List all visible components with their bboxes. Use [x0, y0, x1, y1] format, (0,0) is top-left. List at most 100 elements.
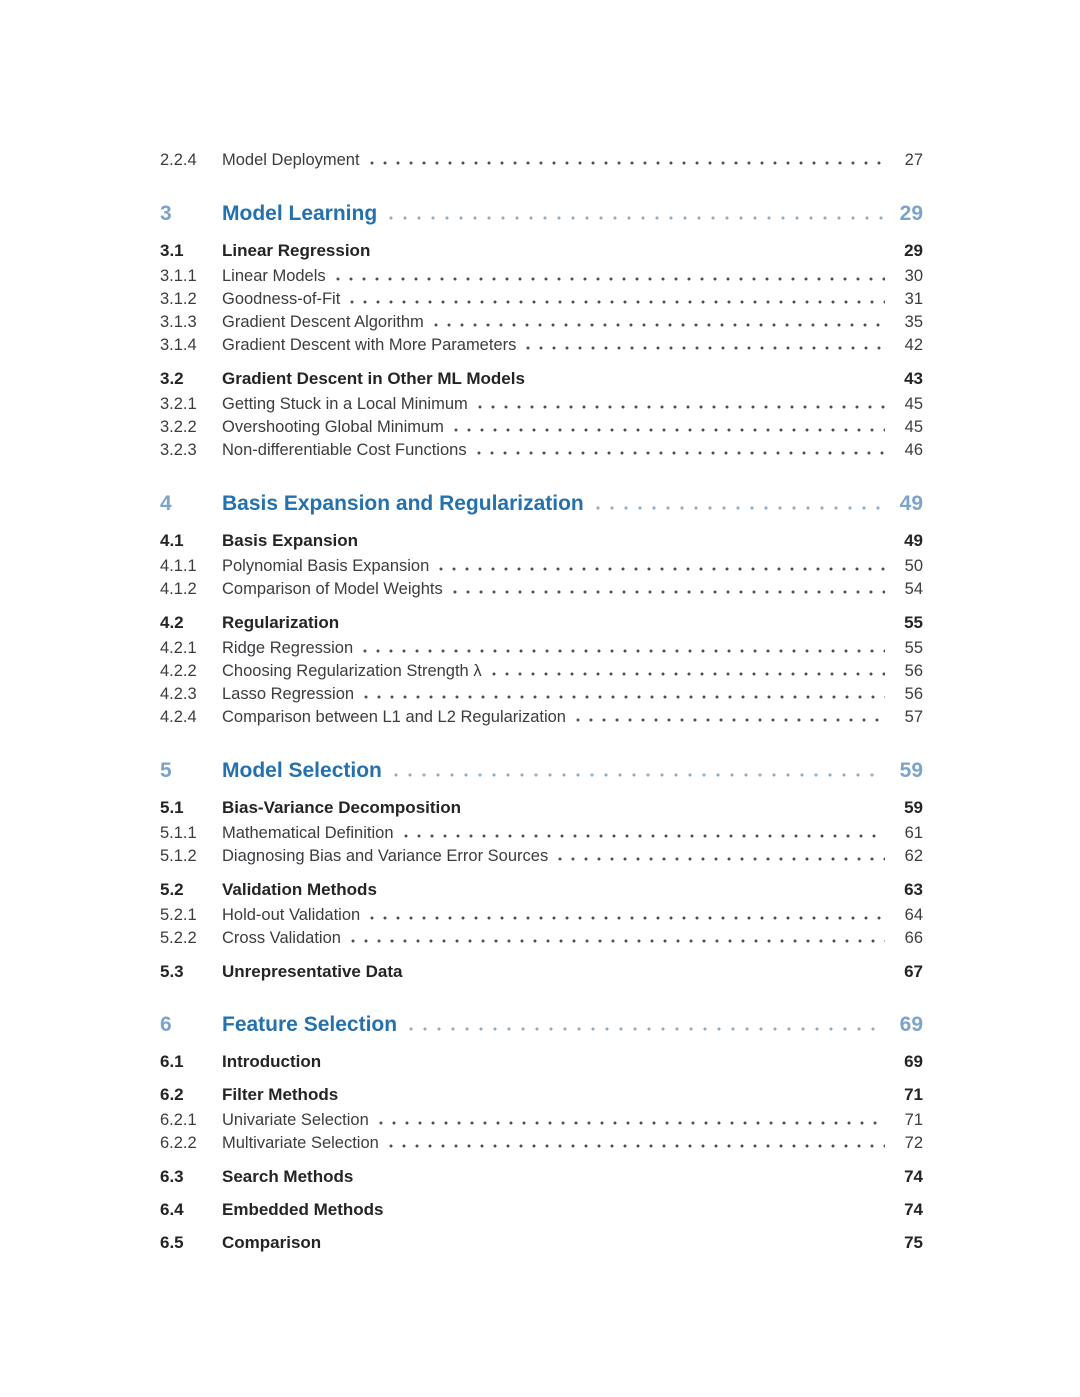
entry-title: Ridge Regression — [222, 639, 354, 657]
entry-page-number: 72 — [904, 1134, 923, 1152]
entry-title: Model Selection — [222, 759, 382, 782]
entry-page-number: 59 — [904, 798, 923, 817]
toc-entry-4.1.1: 4.1.1 Polynomial Basis Expansion 50 — [160, 555, 923, 578]
entry-page-number: 31 — [904, 290, 923, 308]
entry-page-number: 55 — [904, 613, 923, 632]
entry-title: Mathematical Definition — [222, 824, 394, 842]
entry-page-number: 71 — [904, 1085, 923, 1104]
entry-number: 4.2.4 — [160, 708, 197, 726]
toc-entry-3: 3 Model Learning 29 — [160, 199, 923, 229]
entry-number: 5.3 — [160, 962, 184, 981]
dot-leader-decoration — [331, 1244, 885, 1248]
entry-number: 5 — [160, 759, 172, 782]
entry-title: Filter Methods — [222, 1085, 339, 1104]
dot-leader-decoration — [368, 542, 885, 546]
toc-entry-3.2: 3.2 Gradient Descent in Other ML Models 43 — [160, 367, 923, 390]
entry-page-number: 43 — [904, 369, 923, 388]
toc-entry-4: 4 Basis Expansion and Regularization 49 — [160, 489, 923, 519]
toc-entry-6.2: 6.2 Filter Methods 71 — [160, 1083, 923, 1106]
entry-page-number: 74 — [904, 1167, 923, 1186]
toc-entry-6.2.1: 6.2.1 Univariate Selection 71 — [160, 1109, 923, 1132]
entry-page-number: 27 — [904, 151, 923, 169]
dot-leader-decoration — [439, 567, 885, 571]
entry-page-number: 75 — [904, 1233, 923, 1252]
dot-leader-decoration — [575, 718, 885, 722]
dot-leader-decoration — [364, 695, 885, 699]
entry-number: 4 — [160, 492, 172, 515]
entry-number: 3.2.1 — [160, 395, 197, 413]
entry-title: Basis Expansion and Regularization — [222, 492, 584, 515]
toc-entry-4.2: 4.2 Regularization 55 — [160, 611, 923, 634]
entry-title: Search Methods — [222, 1167, 354, 1186]
entry-page-number: 67 — [904, 962, 923, 981]
entry-title: Univariate Selection — [222, 1111, 369, 1129]
entry-number: 3.1 — [160, 241, 184, 260]
entry-title: Comparison between L1 and L2 Regularizat… — [222, 708, 566, 726]
dot-leader-decoration — [363, 649, 885, 653]
entry-title: Feature Selection — [222, 1013, 398, 1036]
entry-title: Linear Regression — [222, 241, 371, 260]
entry-number: 4.2.2 — [160, 662, 197, 680]
entry-title: Lasso Regression — [222, 685, 355, 703]
dot-leader-decoration — [477, 405, 885, 409]
dot-leader-decoration — [409, 1027, 883, 1031]
entry-number: 3 — [160, 202, 172, 225]
entry-number: 6.1 — [160, 1052, 184, 1071]
toc-list: 2.2.4 Model Deployment 27 3 Model Learning 29… — [160, 149, 923, 1257]
dot-leader-decoration — [335, 277, 885, 281]
entry-number: 3.2 — [160, 369, 184, 388]
dot-leader-decoration — [349, 624, 885, 628]
entry-title: Non-differentiable Cost Functions — [222, 441, 467, 459]
entry-page-number: 42 — [904, 336, 923, 354]
toc-entry-5.1: 5.1 Bias-Variance Decomposition 59 — [160, 796, 923, 819]
entry-title: Cross Validation — [222, 929, 341, 947]
entry-page-number: 69 — [899, 1013, 923, 1036]
entry-title: Regularization — [222, 613, 340, 632]
dot-leader-decoration — [393, 773, 883, 777]
entry-title: Model Deployment — [222, 151, 360, 169]
entry-number: 4.2.3 — [160, 685, 197, 703]
toc-entry-5.2.2: 5.2.2 Cross Validation 66 — [160, 927, 923, 950]
entry-page-number: 35 — [904, 313, 923, 331]
entry-number: 4.1.2 — [160, 580, 197, 598]
entry-page-number: 74 — [904, 1200, 923, 1219]
entry-number: 3.1.2 — [160, 290, 197, 308]
entry-page-number: 62 — [904, 847, 923, 865]
entry-page-number: 49 — [904, 531, 923, 550]
toc-entry-3.2.3: 3.2.3 Non-differentiable Cost Functions 46 — [160, 439, 923, 462]
entry-title: Unrepresentative Data — [222, 962, 403, 981]
entry-page-number: 57 — [904, 708, 923, 726]
entry-number: 2.2.4 — [160, 151, 197, 169]
toc-entry-6.5: 6.5 Comparison 75 — [160, 1231, 923, 1254]
entry-page-number: 64 — [904, 906, 923, 924]
toc-entry-4.1.2: 4.1.2 Comparison of Model Weights 54 — [160, 578, 923, 601]
dot-leader-decoration — [331, 1063, 885, 1067]
entry-page-number: 59 — [899, 759, 923, 782]
entry-number: 3.2.3 — [160, 441, 197, 459]
entry-title: Comparison of Model Weights — [222, 580, 443, 598]
dot-leader-decoration — [471, 809, 885, 813]
entry-page-number: 29 — [904, 241, 923, 260]
entry-number: 5.1 — [160, 798, 184, 817]
entry-page-number: 66 — [904, 929, 923, 947]
toc-entry-5.1.2: 5.1.2 Diagnosing Bias and Variance Error … — [160, 845, 923, 868]
entry-page-number: 56 — [904, 685, 923, 703]
toc-entry-3.1.1: 3.1.1 Linear Models 30 — [160, 265, 923, 288]
entry-number: 5.1.1 — [160, 824, 197, 842]
entry-title: Model Learning — [222, 202, 378, 225]
entry-number: 4.2.1 — [160, 639, 197, 657]
dot-leader-decoration — [452, 590, 885, 594]
entry-title: Basis Expansion — [222, 531, 359, 550]
toc-entry-6.2.2: 6.2.2 Multivariate Selection 72 — [160, 1132, 923, 1155]
dot-leader-decoration — [433, 323, 885, 327]
entry-page-number: 45 — [904, 418, 923, 436]
entry-number: 5.2.2 — [160, 929, 197, 947]
entry-page-number: 71 — [904, 1111, 923, 1129]
entry-number: 5.2 — [160, 880, 184, 899]
entry-page-number: 61 — [904, 824, 923, 842]
entry-page-number: 50 — [904, 557, 923, 575]
entry-title: Gradient Descent with More Parameters — [222, 336, 517, 354]
entry-number: 4.2 — [160, 613, 184, 632]
dot-leader-decoration — [378, 1121, 885, 1125]
